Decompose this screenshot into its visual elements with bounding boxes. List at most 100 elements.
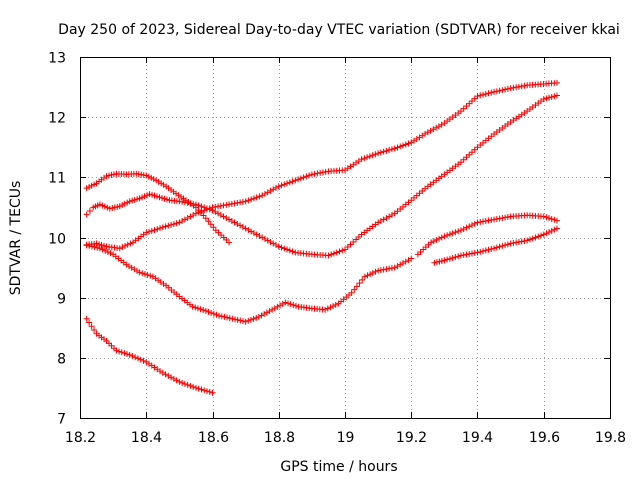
data-point-track-6 bbox=[468, 222, 475, 229]
data-point-track-3 bbox=[391, 145, 398, 152]
axis-ticks: 18.2 18.4 18.6 18.8 19 19.2 19.4 19.6 19.8 7 8 9 10 1… bbox=[48, 51, 626, 447]
data-point-track-4 bbox=[266, 308, 273, 315]
data-point-track-3 bbox=[361, 155, 368, 162]
data-point-track-6 bbox=[455, 228, 462, 235]
data-point-track-4 bbox=[131, 266, 138, 273]
data-point-track-4 bbox=[192, 304, 199, 311]
data-point-track-4 bbox=[229, 315, 236, 322]
data-point-track-4 bbox=[107, 250, 114, 257]
data-point-track-3 bbox=[157, 225, 164, 232]
data-point-track-7 bbox=[170, 375, 177, 382]
data-point-track-3 bbox=[468, 98, 475, 105]
data-point-track-6 bbox=[488, 216, 495, 223]
data-point-track-4 bbox=[356, 280, 363, 287]
data-point-track-4 bbox=[353, 283, 360, 290]
x-tick-label: 19.2 bbox=[396, 430, 427, 446]
data-point-track-7 bbox=[132, 354, 139, 361]
data-point-track-3 bbox=[187, 213, 194, 220]
data-point-track-5 bbox=[518, 238, 525, 245]
x-axis-label: GPS time / hours bbox=[280, 459, 397, 475]
data-point-track-4 bbox=[348, 289, 355, 296]
data-point-track-2 bbox=[195, 202, 202, 209]
data-point-track-2 bbox=[253, 231, 260, 238]
data-point-track-3 bbox=[184, 214, 191, 221]
data-point-track-6 bbox=[482, 217, 489, 224]
data-point-track-3 bbox=[554, 79, 560, 86]
data-point-track-3 bbox=[162, 223, 169, 230]
data-point-track-3 bbox=[358, 156, 365, 163]
data-point-track-3 bbox=[253, 194, 260, 201]
data-point-track-6 bbox=[493, 215, 500, 222]
x-tick-label: 18.6 bbox=[198, 430, 229, 446]
data-point-track-6 bbox=[466, 223, 473, 230]
data-point-track-4 bbox=[263, 309, 270, 316]
data-point-track-3 bbox=[507, 85, 514, 92]
data-point-track-4 bbox=[367, 271, 374, 278]
data-point-track-4 bbox=[99, 246, 106, 253]
data-point-track-5 bbox=[551, 226, 558, 233]
data-point-track-4 bbox=[102, 247, 109, 254]
data-point-track-2 bbox=[234, 220, 241, 227]
data-point-track-6 bbox=[499, 214, 506, 221]
data-point-track-3 bbox=[259, 192, 266, 199]
data-point-track-3 bbox=[292, 177, 299, 184]
data-point-track-3 bbox=[143, 229, 150, 236]
y-tick-label: 10 bbox=[48, 232, 66, 248]
data-point-track-4 bbox=[399, 260, 406, 267]
data-point-track-3 bbox=[394, 144, 401, 151]
data-point-track-3 bbox=[474, 93, 481, 100]
data-point-track-5 bbox=[455, 253, 462, 260]
data-point-track-6 bbox=[436, 235, 443, 242]
data-point-track-5 bbox=[510, 240, 517, 247]
data-point-track-7 bbox=[162, 371, 169, 378]
data-point-track-7 bbox=[209, 389, 216, 396]
data-point-track-5 bbox=[524, 237, 531, 244]
data-point-track-2 bbox=[471, 146, 478, 153]
chart-title: Day 250 of 2023, Sidereal Day-to-day VTE… bbox=[58, 22, 620, 38]
data-point-track-5 bbox=[482, 247, 489, 254]
data-point-track-2 bbox=[226, 216, 233, 223]
data-point-track-2 bbox=[184, 199, 191, 206]
data-point-track-2 bbox=[187, 200, 194, 207]
data-point-track-4 bbox=[91, 244, 98, 251]
data-point-track-3 bbox=[471, 95, 478, 102]
data-point-track-5 bbox=[466, 251, 473, 258]
data-point-track-3 bbox=[460, 105, 467, 112]
x-tick-label: 18.2 bbox=[65, 430, 96, 446]
data-point-track-7 bbox=[192, 384, 199, 391]
data-point-track-3 bbox=[267, 187, 274, 194]
data-point-track-4 bbox=[200, 307, 207, 314]
data-point-track-3 bbox=[380, 148, 387, 155]
data-point-track-4 bbox=[269, 306, 276, 313]
data-point-track-3 bbox=[119, 244, 126, 251]
data-point-track-3 bbox=[198, 208, 205, 215]
data-point-track-2 bbox=[330, 250, 337, 257]
data-point-track-6 bbox=[452, 229, 459, 236]
data-point-track-5 bbox=[513, 239, 520, 246]
data-point-track-5 bbox=[460, 252, 467, 259]
data-point-track-3 bbox=[457, 108, 464, 115]
data-point-track-2 bbox=[179, 198, 186, 205]
data-point-track-3 bbox=[272, 184, 279, 191]
data-point-track-5 bbox=[441, 257, 448, 264]
data-point-track-7 bbox=[203, 388, 210, 395]
data-point-track-4 bbox=[361, 273, 368, 280]
data-point-track-2 bbox=[355, 233, 362, 240]
data-point-track-7 bbox=[184, 381, 191, 388]
data-point-track-3 bbox=[148, 227, 155, 234]
data-point-track-3 bbox=[122, 242, 129, 249]
data-point-track-3 bbox=[220, 202, 227, 209]
data-point-track-6 bbox=[496, 215, 503, 222]
data-point-track-2 bbox=[259, 234, 266, 241]
data-point-track-6 bbox=[438, 234, 445, 241]
data-point-track-4 bbox=[391, 264, 398, 271]
data-point-track-4 bbox=[364, 272, 371, 279]
data-point-track-2 bbox=[176, 198, 183, 205]
data-point-track-3 bbox=[397, 143, 404, 150]
data-point-track-3 bbox=[192, 210, 199, 217]
data-point-track-4 bbox=[375, 267, 382, 274]
data-point-track-2 bbox=[228, 217, 235, 224]
data-point-track-4 bbox=[245, 317, 252, 324]
data-point-track-2 bbox=[388, 211, 395, 218]
data-point-track-2 bbox=[242, 225, 249, 232]
